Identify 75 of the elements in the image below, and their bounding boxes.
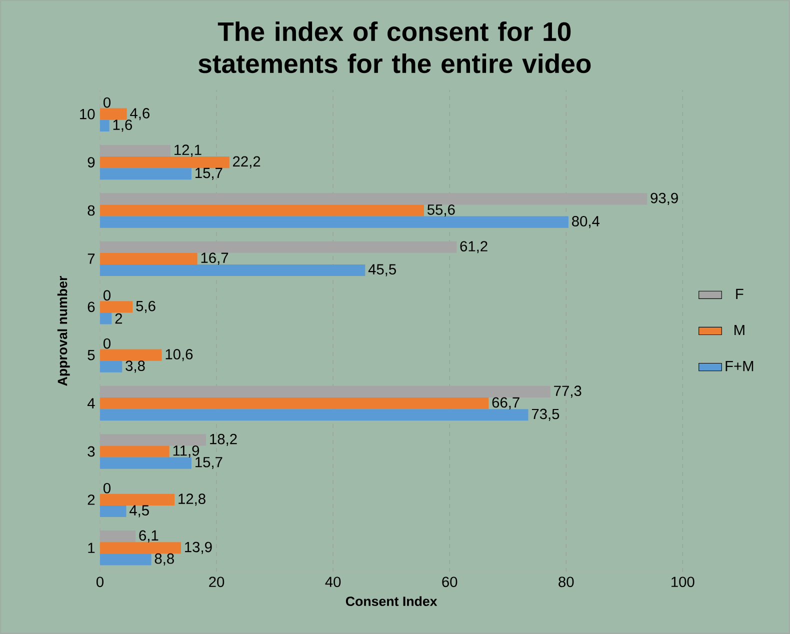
data-label: 4,6 bbox=[130, 108, 150, 120]
data-label: 55,6 bbox=[427, 204, 455, 217]
data-label: 0 bbox=[104, 482, 111, 494]
bar bbox=[100, 216, 568, 228]
data-label: 16,7 bbox=[201, 252, 228, 265]
y-tick-label: 2 bbox=[88, 494, 95, 505]
data-label: 12,1 bbox=[174, 144, 202, 157]
data-label: 45,5 bbox=[368, 264, 396, 276]
y-tick-label: 6 bbox=[88, 302, 95, 312]
data-label: 5,6 bbox=[136, 300, 156, 313]
x-tick-label: 100 bbox=[672, 576, 694, 588]
x-axis-title: Consent Index bbox=[346, 596, 438, 606]
x-tick-label: 40 bbox=[325, 576, 341, 588]
bar bbox=[100, 156, 230, 168]
data-label: 77,3 bbox=[554, 386, 582, 398]
data-label: 8,8 bbox=[154, 553, 174, 566]
bar bbox=[100, 204, 424, 216]
bar bbox=[100, 108, 127, 120]
y-tick-label: 7 bbox=[88, 254, 95, 264]
y-tick-label: 4 bbox=[87, 398, 95, 408]
chart-title: The index of consent for 10 statements for the entire video bbox=[198, 22, 591, 74]
bar bbox=[100, 457, 192, 469]
bar bbox=[100, 312, 112, 324]
data-label: 10,6 bbox=[166, 349, 193, 362]
data-label: 6,1 bbox=[139, 530, 158, 542]
bar bbox=[100, 542, 181, 554]
bar bbox=[100, 530, 136, 542]
data-label: 1,6 bbox=[113, 120, 132, 132]
bar bbox=[100, 360, 122, 372]
data-label: 0 bbox=[104, 338, 111, 349]
y-axis-title: Approval number bbox=[57, 276, 70, 386]
bar bbox=[100, 554, 152, 566]
bar bbox=[100, 252, 198, 264]
bar bbox=[100, 409, 528, 421]
data-label: 3,8 bbox=[126, 360, 145, 373]
data-label: 22,2 bbox=[233, 156, 260, 168]
y-tick-label: 9 bbox=[88, 157, 95, 168]
legend-label: F bbox=[736, 288, 744, 299]
bar bbox=[100, 301, 133, 313]
bar bbox=[100, 168, 192, 180]
x-tick-label: 80 bbox=[558, 576, 574, 588]
data-label: 61,2 bbox=[460, 241, 488, 254]
data-label: 73,5 bbox=[532, 408, 560, 421]
bar bbox=[100, 398, 489, 410]
x-tick-label: 20 bbox=[209, 576, 224, 588]
y-tick-label: 10 bbox=[80, 108, 95, 120]
y-tick-label: 1 bbox=[88, 542, 95, 553]
data-label: 18,2 bbox=[210, 434, 237, 446]
y-tick-label: 8 bbox=[88, 205, 95, 216]
data-label: 15,7 bbox=[196, 457, 222, 470]
bar bbox=[100, 505, 126, 518]
y-tick-label: 3 bbox=[88, 446, 95, 457]
legend-label: M bbox=[734, 324, 744, 336]
y-tick-label: 5 bbox=[88, 350, 95, 360]
data-label: 11,9 bbox=[173, 445, 200, 458]
data-label: 4,5 bbox=[129, 505, 149, 518]
bar bbox=[100, 446, 170, 458]
bar bbox=[100, 264, 366, 276]
data-label: 0 bbox=[104, 97, 111, 108]
bar bbox=[100, 144, 171, 157]
data-label: 66,7 bbox=[492, 397, 520, 410]
bar bbox=[100, 434, 206, 446]
x-tick-label: 0 bbox=[96, 576, 104, 588]
data-label: 0 bbox=[104, 290, 111, 301]
bar bbox=[100, 494, 175, 506]
x-tick-label: 60 bbox=[442, 576, 458, 588]
data-label: 2 bbox=[115, 313, 122, 324]
data-label: 13,9 bbox=[185, 542, 212, 554]
bar bbox=[100, 120, 110, 132]
bar bbox=[100, 349, 162, 361]
data-label: 12,8 bbox=[178, 494, 206, 506]
legend-label: F+M bbox=[726, 361, 754, 372]
data-label: 80,4 bbox=[572, 216, 600, 228]
data-label: 15,7 bbox=[196, 168, 222, 180]
data-label: 93,9 bbox=[650, 192, 678, 205]
